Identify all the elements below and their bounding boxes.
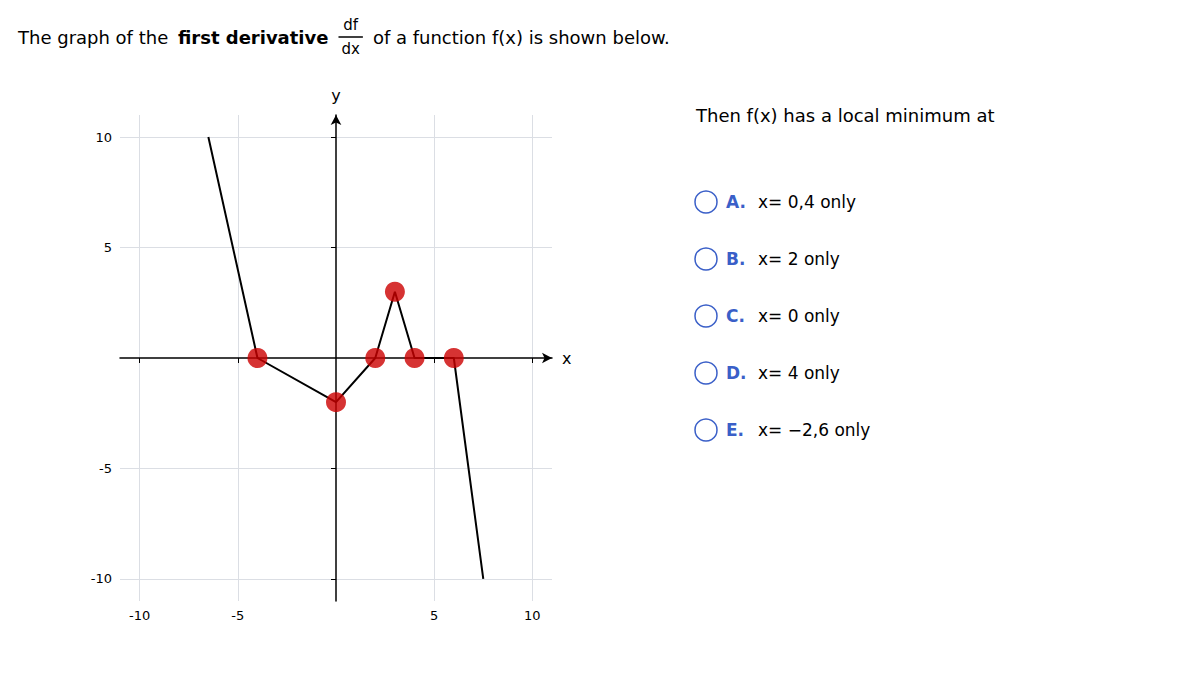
svg-text:dx: dx bbox=[341, 40, 360, 58]
svg-text:B.: B. bbox=[726, 249, 745, 269]
svg-text:10: 10 bbox=[524, 608, 541, 623]
svg-text:first derivative: first derivative bbox=[178, 27, 329, 48]
svg-text:x: x bbox=[562, 349, 571, 368]
svg-text:df: df bbox=[343, 16, 359, 34]
svg-text:10: 10 bbox=[95, 130, 112, 145]
svg-text:5: 5 bbox=[104, 240, 112, 255]
svg-text:The graph of the: The graph of the bbox=[17, 27, 174, 48]
svg-text:D.: D. bbox=[726, 363, 747, 383]
svg-text:-5: -5 bbox=[231, 608, 244, 623]
svg-text:5: 5 bbox=[430, 608, 438, 623]
svg-text:Then f(x) has a local minimum: Then f(x) has a local minimum at bbox=[695, 105, 995, 126]
svg-text:of a function f(x) is shown be: of a function f(x) is shown below. bbox=[373, 27, 670, 48]
svg-text:-10: -10 bbox=[129, 608, 150, 623]
svg-text:x= 0,4 only: x= 0,4 only bbox=[758, 192, 856, 212]
svg-text:C.: C. bbox=[726, 306, 745, 326]
svg-text:x= 0 only: x= 0 only bbox=[758, 306, 840, 326]
svg-text:x= 2 only: x= 2 only bbox=[758, 249, 840, 269]
svg-text:-5: -5 bbox=[99, 461, 112, 476]
svg-text:x= 4 only: x= 4 only bbox=[758, 363, 840, 383]
svg-text:-10: -10 bbox=[91, 571, 112, 586]
svg-text:x= −2,6 only: x= −2,6 only bbox=[758, 420, 870, 440]
svg-text:E.: E. bbox=[726, 420, 744, 440]
svg-text:A.: A. bbox=[726, 192, 746, 212]
svg-text:y: y bbox=[331, 86, 340, 105]
